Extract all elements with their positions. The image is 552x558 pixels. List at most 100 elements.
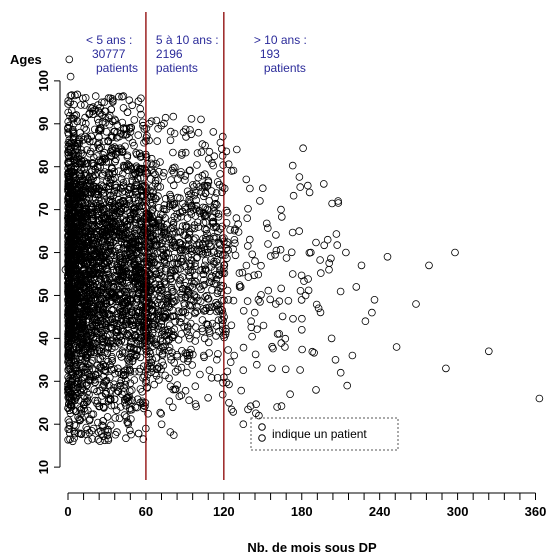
data-point [166,266,175,275]
data-point [197,148,206,156]
data-point [108,365,116,374]
data-point [64,187,72,196]
data-point [85,416,94,425]
data-point [169,297,177,306]
data-point [127,239,136,248]
data-point [77,405,85,414]
data-point [184,311,193,320]
data-point [142,243,151,252]
data-point [126,353,135,361]
data-point [118,147,127,156]
data-point [201,189,210,198]
data-point [157,409,166,418]
data-point [169,148,177,157]
data-point [123,151,132,160]
data-point [226,358,235,367]
data-point [254,270,263,279]
data-point [170,331,178,340]
data-point [185,271,194,280]
data-point [119,169,127,178]
data-point [104,137,112,145]
data-point [222,327,230,336]
data-point [78,118,87,126]
data-point [266,252,275,260]
data-point [106,179,114,188]
data-point [76,159,85,167]
data-point [183,368,191,377]
data-point [147,154,156,163]
data-point [127,430,135,439]
data-point [147,175,155,183]
data-point [214,227,222,236]
data-point [207,187,216,195]
data-point [316,256,324,264]
data-point [106,241,115,250]
data-point [103,349,112,358]
data-point [67,396,75,405]
data-point [128,386,136,394]
data-point [184,266,193,275]
data-point [82,307,90,316]
data-point [161,311,170,319]
data-point [71,396,79,405]
data-point [75,181,84,190]
data-point [178,285,187,293]
data-point [76,252,84,260]
data-point [157,286,165,294]
data-point [134,308,143,317]
data-point [155,376,163,384]
data-point [277,284,286,293]
data-point [67,357,75,366]
data-point [166,271,175,280]
data-point [275,329,284,338]
data-point [159,361,168,370]
data-point [271,251,279,259]
data-point [203,291,211,300]
data-point [95,184,104,193]
data-point [157,420,166,429]
data-point [97,268,105,277]
data-point [144,253,152,262]
data-point [193,149,202,157]
data-point [304,275,312,283]
data-point [70,311,79,319]
data-point [138,202,146,211]
data-point [149,168,158,177]
data-point [257,291,265,299]
data-point [126,367,135,376]
data-point [177,293,185,302]
data-point [131,403,140,411]
data-point [79,362,87,371]
data-point [163,290,172,299]
data-point [66,325,74,334]
data-point [70,201,79,209]
data-point [232,214,241,222]
data-point [286,390,294,399]
data-point [112,406,121,415]
data-point [214,238,223,247]
data-point [298,314,306,323]
data-point [288,228,297,237]
data-point [163,297,172,306]
data-point [115,209,124,218]
data-point [143,370,152,379]
data-point [150,380,159,389]
data-point [97,251,105,260]
data-point [155,167,163,176]
data-point [172,228,180,237]
data-point [64,251,72,260]
data-point [155,240,164,248]
data-point [99,151,107,159]
data-point [153,365,162,374]
data-point [205,349,213,357]
data-point [95,232,103,241]
data-point [118,268,126,276]
data-point [115,167,123,176]
data-point [201,211,209,220]
data-point [101,389,110,398]
data-point [185,167,194,175]
data-point [205,239,213,248]
data-point [88,224,97,233]
data-point [81,234,90,242]
